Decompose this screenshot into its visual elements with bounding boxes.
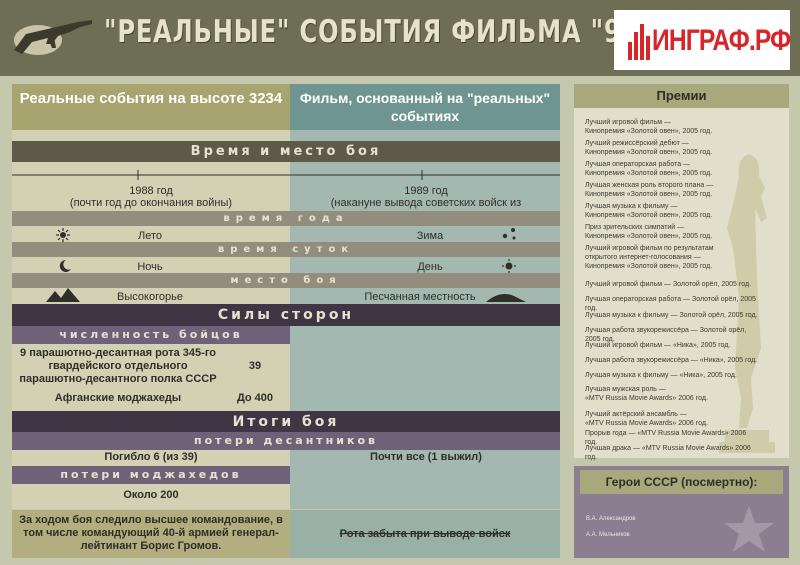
award-item: Приз зрительских симпатий — Кинопремия «З…	[585, 223, 760, 241]
award-line: Лучший игровой фильм по результатам	[585, 245, 714, 252]
award-line: Лучший игровой фильм — Золотой орёл, 200…	[585, 281, 752, 288]
logo-bars-icon	[628, 24, 650, 60]
logo: ИНГРАФ.РФ	[614, 10, 791, 70]
award-line: Кинопремия «Золотой овен», 2005 год.	[585, 128, 713, 135]
award-line: Лучшая операторская работа —	[585, 161, 691, 168]
award-line: «MTV Russia Movie Awards» 2006 год.	[585, 420, 708, 427]
award-item: Лучшая работа звукорежиссёра — «Ника», 2…	[585, 356, 760, 365]
award-line: Лучшая женская роль второго плана —	[585, 182, 714, 189]
real-enemy: Афганские моджахеды	[54, 392, 182, 404]
section-time-place: Время и место боя	[12, 141, 560, 162]
award-item: Лучшая операторская работа — Кинопремия «…	[585, 160, 760, 178]
real-enemy-count: До 400	[236, 392, 274, 404]
film-season: Зима	[416, 230, 444, 242]
award-item: Лучшая мужская роль — «MTV Russia Movie A…	[585, 385, 760, 403]
mountains-icon	[46, 288, 80, 302]
award-line: Кинопремия «Золотой овен», 2005 год.	[585, 191, 713, 198]
real-unit-count: 39	[248, 360, 262, 372]
dune-icon	[486, 294, 526, 302]
real-season: Лето	[137, 230, 162, 242]
film-paratrooper-loss: Почти все (1 выжил)	[370, 451, 482, 463]
heroes-title: Герои СССР (посмертно):	[580, 470, 783, 494]
moon-icon	[59, 259, 71, 272]
award-line: Кинопремия «Золотой овен», 2005 год.	[585, 149, 713, 156]
award-item: Лучшая музыка к фильму — Золотой орёл, 2…	[585, 311, 760, 320]
award-item: Лучший актёрский ансамбль — «MTV Russia M…	[585, 410, 760, 428]
section-forces: Силы сторон	[12, 304, 560, 326]
award-item: Лучший игровой фильм — Кинопремия «Золото…	[585, 118, 760, 136]
award-item: Лучший игровой фильм — «Ника», 2005 год.	[585, 341, 760, 350]
award-line: Лучшая драка — «MTV Russia Movie Awards»…	[585, 445, 751, 461]
real-events-heading: Реальные события на высоте 3234	[12, 84, 290, 130]
timeline	[12, 170, 560, 180]
section-results: Итоги боя	[12, 411, 560, 433]
section-season: время года	[12, 211, 560, 226]
award-item: Лучший режиссёрский дебют — Кинопремия «З…	[585, 139, 760, 157]
award-line: «MTV Russia Movie Awards» 2006 год.	[585, 395, 708, 402]
award-line: Кинопремия «Золотой овен», 2005 год.	[585, 170, 713, 177]
film-heading: Фильм, основанный на "реальных" событиях	[290, 84, 560, 130]
real-place: Высокогорье	[117, 291, 183, 303]
real-year: 1988 год	[129, 185, 173, 197]
real-unit: 9 парашютно-десантная рота 345-го гварде…	[19, 347, 217, 385]
award-item: Лучший игровой фильм — Золотой орёл, 200…	[585, 280, 760, 289]
page-title: "РЕАЛЬНЫЕ" СОБЫТИЯ ФИЛЬМА "9 РОТА"	[104, 14, 721, 50]
statuette-icon	[719, 154, 775, 453]
section-paratrooper-losses: потери десантников	[12, 432, 560, 450]
award-item: Лучшая музыка к фильму — Кинопремия «Золо…	[585, 202, 760, 220]
award-item: Лучшая операторская работа — Золотой орё…	[585, 295, 760, 313]
award-line: Лучшая мужская роль —	[585, 386, 666, 393]
award-line: Лучшая музыка к фильму — Золотой орёл, 2…	[585, 312, 758, 319]
award-item: Лучшая музыка к фильму — «Ника», 2005 го…	[585, 371, 760, 380]
award-line: Лучшая работа звукорежиссёра — «Ника», 2…	[585, 357, 758, 364]
real-daytime: Ночь	[137, 261, 163, 273]
film-daytime: День	[417, 261, 443, 273]
award-item: Лучшая драка — «MTV Russia Movie Awards»…	[585, 444, 760, 462]
real-command-note: За ходом боя следило высшее командование…	[12, 510, 290, 558]
award-line: Лучший игровой фильм —	[585, 119, 671, 126]
section-daytime: время суток	[12, 242, 560, 257]
section-mujahideen-losses: потери моджахедов	[12, 466, 290, 484]
section-place: место боя	[12, 273, 560, 288]
film-command-note: Рота забыта при выводе войск	[290, 510, 560, 558]
awards-title: Премии	[574, 84, 789, 108]
film-place: Песчанная местность	[364, 291, 476, 303]
award-line: Приз зрительских симпатий —	[585, 224, 685, 231]
sun-icon	[502, 259, 516, 273]
award-line: Лучший актёрский ансамбль —	[585, 411, 687, 418]
film-command-note-text: Рота забыта при выводе войск	[339, 528, 511, 540]
award-line: Кинопремия «Золотой овен», 2005 год.	[585, 212, 713, 219]
award-item: Лучшая работа звукорежиссёра — Золотой о…	[585, 326, 760, 344]
header-bar: "РЕАЛЬНЫЕ" СОБЫТИЯ ФИЛЬМА "9 РОТА" ИНГРА…	[0, 0, 800, 76]
hero-name: А.А. Мельников	[586, 532, 630, 538]
award-line: Кинопремия «Золотой овен», 2005 год.	[585, 263, 713, 270]
award-item: Прорыв года — «MTV Russia Movie Awards» …	[585, 429, 760, 447]
rifle-icon	[14, 20, 92, 55]
award-line: Прорыв года — «MTV Russia Movie Awards» …	[585, 430, 747, 446]
award-item: Лучшая женская роль второго плана — Киноп…	[585, 181, 760, 199]
section-troop-count: численность бойцов	[12, 326, 290, 344]
film-year: 1989 год	[404, 185, 448, 197]
award-line: Лучшая музыка к фильму — «Ника», 2005 го…	[585, 372, 737, 379]
award-line: Лучшая операторская работа — Золотой орё…	[585, 296, 756, 312]
award-item: Лучший игровой фильм по результатам откры…	[585, 244, 760, 271]
logo-text: ИНГРАФ.РФ	[652, 24, 791, 57]
award-line: Лучший игровой фильм — «Ника», 2005 год.	[585, 342, 731, 349]
hero-star-icon	[724, 506, 774, 552]
real-paratrooper-loss: Погибло 6 (из 39)	[104, 451, 198, 463]
sun-icon	[56, 228, 70, 242]
real-year-note: (почти год до окончания войны)	[69, 197, 233, 209]
award-line: Кинопремия «Золотой овен», 2005 год.	[585, 233, 713, 240]
award-line: Лучшая музыка к фильму —	[585, 203, 678, 210]
award-line: Лучший режиссёрский дебют —	[585, 140, 689, 147]
award-line: открытого интернет-голосования —	[585, 254, 701, 261]
hero-name: В.А. Александров	[586, 516, 636, 522]
real-mujahideen-loss: Около 200	[123, 489, 179, 501]
award-line: Лучшая работа звукорежиссёра — Золотой о…	[585, 327, 747, 343]
snowflake-icon	[502, 228, 516, 240]
